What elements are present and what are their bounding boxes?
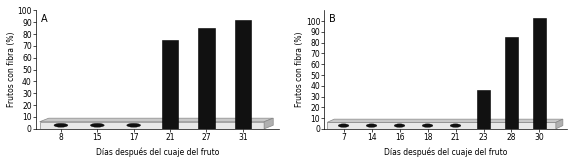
- Bar: [162, 40, 179, 129]
- Polygon shape: [40, 118, 273, 122]
- Bar: [505, 37, 518, 129]
- Text: A: A: [41, 14, 48, 24]
- Polygon shape: [556, 119, 563, 129]
- Polygon shape: [327, 119, 563, 122]
- Y-axis label: Frutos con fibra (%): Frutos con fibra (%): [7, 32, 16, 107]
- Ellipse shape: [450, 124, 461, 127]
- Bar: [198, 28, 215, 129]
- X-axis label: Días después del cuaje del fruto: Días después del cuaje del fruto: [384, 148, 507, 157]
- Polygon shape: [327, 122, 556, 129]
- Ellipse shape: [338, 124, 349, 127]
- Bar: [533, 18, 546, 129]
- Ellipse shape: [394, 124, 405, 127]
- Bar: [477, 90, 490, 129]
- Bar: [235, 20, 251, 129]
- Ellipse shape: [422, 124, 433, 127]
- Ellipse shape: [90, 123, 104, 127]
- Polygon shape: [264, 118, 273, 129]
- X-axis label: Días después del cuaje del fruto: Días después del cuaje del fruto: [96, 148, 219, 157]
- Text: B: B: [329, 14, 336, 24]
- Ellipse shape: [366, 124, 377, 127]
- Ellipse shape: [54, 123, 68, 127]
- Y-axis label: Frutos con fibra (%): Frutos con fibra (%): [296, 32, 304, 107]
- Polygon shape: [40, 122, 264, 129]
- Ellipse shape: [127, 123, 141, 127]
